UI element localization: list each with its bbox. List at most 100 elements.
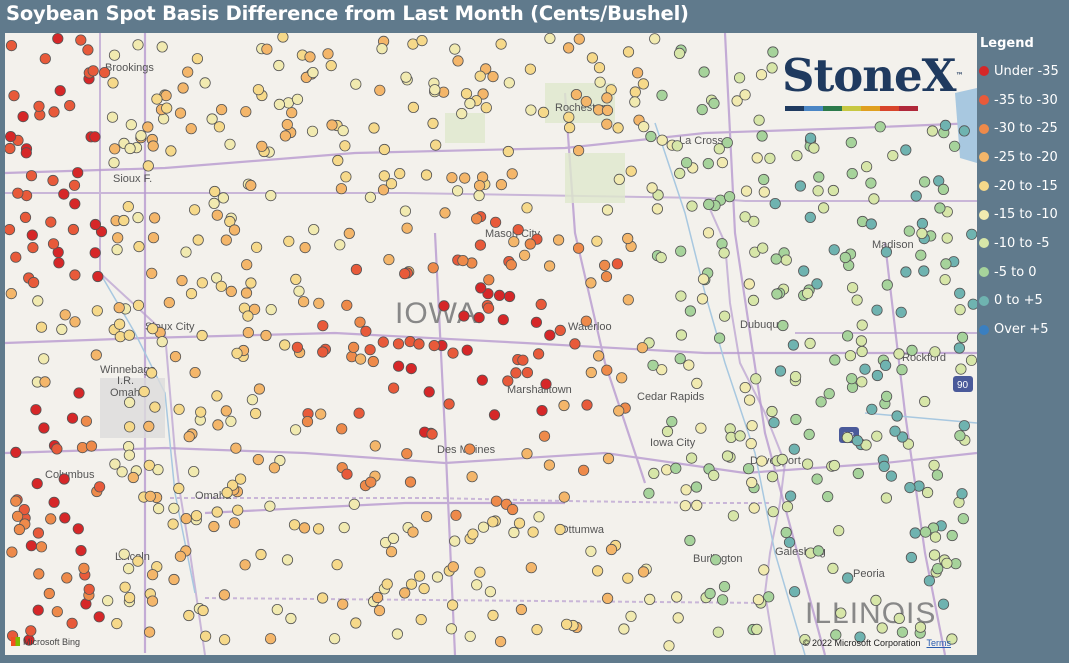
elevator-point[interactable]: [253, 383, 265, 395]
elevator-point[interactable]: [540, 378, 552, 390]
elevator-point[interactable]: [696, 104, 708, 116]
elevator-point[interactable]: [72, 523, 84, 535]
elevator-point[interactable]: [458, 310, 470, 322]
elevator-point[interactable]: [394, 168, 406, 180]
elevator-point[interactable]: [558, 399, 570, 412]
elevator-point[interactable]: [168, 502, 180, 514]
elevator-point[interactable]: [766, 405, 778, 418]
elevator-point[interactable]: [467, 528, 479, 540]
elevator-point[interactable]: [844, 350, 857, 362]
elevator-point[interactable]: [353, 407, 365, 419]
elevator-point[interactable]: [926, 125, 939, 137]
elevator-point[interactable]: [488, 409, 501, 421]
elevator-point[interactable]: [695, 422, 707, 434]
elevator-point[interactable]: [447, 561, 459, 573]
elevator-point[interactable]: [510, 367, 522, 379]
elevator-point[interactable]: [651, 203, 664, 215]
elevator-point[interactable]: [713, 143, 725, 155]
elevator-point[interactable]: [173, 482, 185, 494]
elevator-point[interactable]: [188, 465, 200, 478]
elevator-point[interactable]: [477, 88, 489, 100]
elevator-point[interactable]: [69, 269, 81, 281]
elevator-point[interactable]: [656, 134, 668, 146]
elevator-point[interactable]: [10, 446, 22, 458]
elevator-point[interactable]: [586, 52, 599, 64]
elevator-point[interactable]: [716, 594, 729, 606]
elevator-point[interactable]: [734, 430, 746, 442]
elevator-point[interactable]: [149, 212, 161, 224]
elevator-point[interactable]: [52, 246, 64, 258]
elevator-point[interactable]: [240, 287, 253, 299]
elevator-point[interactable]: [350, 617, 362, 629]
elevator-point[interactable]: [452, 55, 464, 67]
elevator-point[interactable]: [712, 626, 724, 638]
elevator-point[interactable]: [456, 108, 468, 120]
elevator-point[interactable]: [87, 65, 99, 77]
elevator-point[interactable]: [554, 523, 566, 536]
elevator-point[interactable]: [480, 102, 492, 114]
elevator-point[interactable]: [756, 455, 768, 467]
elevator-point[interactable]: [427, 262, 439, 274]
elevator-point[interactable]: [288, 519, 301, 531]
elevator-point[interactable]: [643, 487, 655, 499]
elevator-point[interactable]: [956, 331, 969, 343]
elevator-point[interactable]: [83, 583, 95, 595]
elevator-point[interactable]: [387, 532, 400, 544]
elevator-point[interactable]: [392, 360, 405, 372]
elevator-point[interactable]: [910, 190, 922, 202]
elevator-point[interactable]: [524, 63, 537, 75]
elevator-point[interactable]: [781, 501, 794, 513]
elevator-point[interactable]: [143, 459, 155, 471]
elevator-point[interactable]: [82, 44, 94, 56]
elevator-point[interactable]: [879, 359, 892, 371]
elevator-point[interactable]: [846, 373, 858, 385]
elevator-point[interactable]: [341, 468, 353, 480]
elevator-point[interactable]: [450, 509, 462, 521]
elevator-point[interactable]: [876, 622, 888, 634]
elevator-point[interactable]: [298, 522, 311, 534]
elevator-point[interactable]: [45, 216, 57, 228]
elevator-point[interactable]: [331, 559, 343, 571]
elevator-point[interactable]: [17, 111, 29, 123]
elevator-point[interactable]: [506, 503, 519, 516]
terms-link[interactable]: Terms: [926, 638, 952, 648]
elevator-point[interactable]: [698, 66, 710, 78]
elevator-point[interactable]: [756, 130, 768, 142]
elevator-point[interactable]: [132, 299, 145, 311]
elevator-point[interactable]: [341, 299, 353, 311]
elevator-point[interactable]: [123, 329, 135, 341]
elevator-point[interactable]: [946, 633, 958, 645]
elevator-point[interactable]: [112, 232, 124, 244]
elevator-point[interactable]: [135, 130, 147, 142]
elevator-point[interactable]: [543, 459, 556, 471]
elevator-point[interactable]: [350, 78, 362, 90]
elevator-point[interactable]: [823, 388, 835, 400]
elevator-point[interactable]: [439, 207, 451, 219]
elevator-point[interactable]: [383, 254, 395, 266]
elevator-point[interactable]: [360, 325, 372, 337]
elevator-point[interactable]: [180, 246, 192, 258]
elevator-point[interactable]: [860, 439, 872, 451]
elevator-point[interactable]: [731, 95, 743, 107]
elevator-point[interactable]: [56, 323, 68, 335]
elevator-point[interactable]: [558, 491, 570, 503]
elevator-point[interactable]: [325, 59, 337, 72]
elevator-point[interactable]: [19, 211, 32, 223]
elevator-point[interactable]: [828, 459, 841, 472]
elevator-point[interactable]: [291, 341, 303, 353]
elevator-point[interactable]: [543, 260, 556, 272]
elevator-point[interactable]: [123, 562, 135, 575]
elevator-point[interactable]: [644, 593, 656, 606]
elevator-point[interactable]: [418, 582, 430, 595]
elevator-point[interactable]: [348, 498, 360, 510]
elevator-point[interactable]: [249, 303, 261, 315]
elevator-point[interactable]: [774, 365, 787, 377]
elevator-point[interactable]: [332, 154, 344, 167]
elevator-point[interactable]: [493, 289, 506, 301]
elevator-point[interactable]: [860, 161, 873, 173]
elevator-point[interactable]: [494, 635, 507, 648]
elevator-point[interactable]: [239, 559, 251, 571]
elevator-point[interactable]: [708, 469, 720, 481]
elevator-point[interactable]: [829, 354, 841, 366]
elevator-point[interactable]: [928, 459, 940, 471]
